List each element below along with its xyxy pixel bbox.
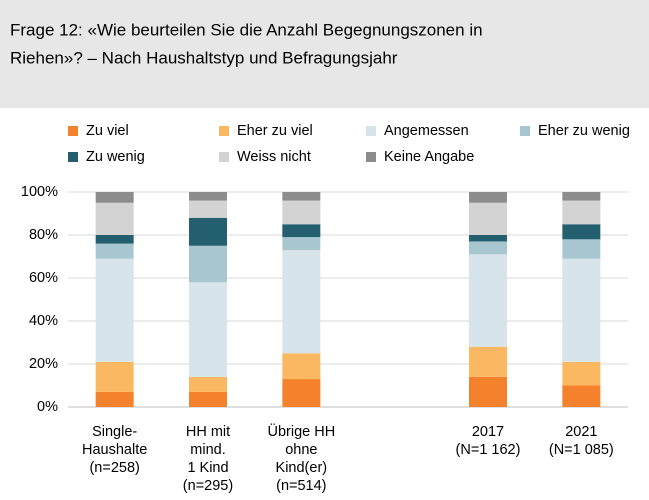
bar-segment [469, 346, 507, 377]
bar-segment [95, 361, 134, 392]
x-tick-label: ohne [285, 442, 317, 458]
bar-segment [282, 250, 321, 354]
x-tick-label: Haushalte [82, 442, 147, 458]
bar-segment [189, 391, 227, 407]
x-tick-label: 2017 [472, 424, 504, 440]
y-tick-label: 80% [29, 227, 58, 243]
bar-segment [562, 258, 601, 362]
bar-segment [562, 192, 601, 201]
legend-label: Zu viel [86, 123, 129, 139]
bar-segment [95, 258, 134, 362]
y-tick-label: 0% [37, 399, 58, 415]
bar-segment [95, 192, 134, 203]
x-tick-label: (n=295) [183, 478, 233, 494]
x-tick-label: (n=514) [276, 478, 326, 494]
legend-swatch [219, 152, 229, 162]
x-tick-label: 2021 [565, 424, 597, 440]
bar-segment [469, 192, 507, 203]
bar-segment [469, 202, 507, 235]
x-tick-label: HH mit [186, 424, 230, 440]
legend-swatch [366, 126, 376, 136]
bar-segment [189, 200, 227, 218]
bar-segment [282, 353, 321, 380]
x-tick-label: (N=1 162) [456, 442, 521, 458]
x-tick-label: (N=1 085) [549, 442, 614, 458]
x-tick-label: 1 Kind [187, 460, 228, 476]
x-tick-label: (n=258) [89, 460, 139, 476]
legend-swatch [219, 126, 229, 136]
chart-title: Frage 12: «Wie beurteilen Sie die Anzahl… [10, 20, 483, 39]
legend-label: Eher zu wenig [538, 123, 630, 139]
bar-segment [562, 239, 601, 259]
legend-swatch [520, 126, 530, 136]
x-tick-label: Kind(er) [276, 460, 328, 476]
bar-segment [95, 391, 134, 407]
y-tick-label: 60% [29, 270, 58, 286]
legend-label: Weiss nicht [237, 149, 311, 165]
legend-swatch [68, 152, 78, 162]
y-tick-label: 40% [29, 313, 58, 329]
bar-segment [562, 361, 601, 386]
x-tick-label: Single- [92, 424, 137, 440]
bar-segment [282, 237, 321, 251]
bar-segment [189, 245, 227, 283]
legend-label: Keine Angabe [384, 149, 474, 165]
bar-segment [282, 379, 321, 407]
bar-segment [469, 235, 507, 242]
x-tick-label: mind. [190, 442, 225, 458]
bar-segment [282, 200, 321, 225]
bar-segment [189, 376, 227, 392]
y-tick-label: 100% [21, 184, 58, 200]
chart-title: Riehen»? – Nach Haushaltstyp und Befragu… [10, 48, 398, 67]
bar-segment [282, 192, 321, 201]
y-tick-label: 20% [29, 356, 58, 372]
bar-segment [282, 224, 321, 238]
bar-segment [95, 202, 134, 235]
legend-label: Zu wenig [86, 149, 145, 165]
bar-segment [469, 376, 507, 407]
legend-swatch [68, 126, 78, 136]
legend-label: Angemessen [384, 123, 469, 139]
bar-segment [95, 243, 134, 259]
bar-segment [189, 217, 227, 246]
bar-segment [95, 235, 134, 244]
bar-segment [562, 224, 601, 240]
legend-label: Eher zu viel [237, 123, 313, 139]
bar-segment [189, 282, 227, 377]
title-background [0, 0, 649, 108]
legend-swatch [366, 152, 376, 162]
bar-segment [469, 241, 507, 255]
bar-segment [189, 192, 227, 201]
bar-segment [562, 200, 601, 225]
bar-segment [469, 254, 507, 347]
x-tick-label: Übrige HH [267, 422, 335, 440]
bar-segment [562, 385, 601, 407]
